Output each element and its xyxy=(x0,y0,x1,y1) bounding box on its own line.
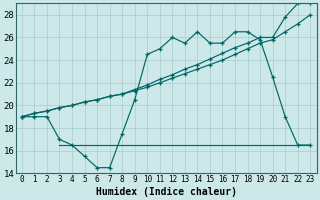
X-axis label: Humidex (Indice chaleur): Humidex (Indice chaleur) xyxy=(96,186,236,197)
